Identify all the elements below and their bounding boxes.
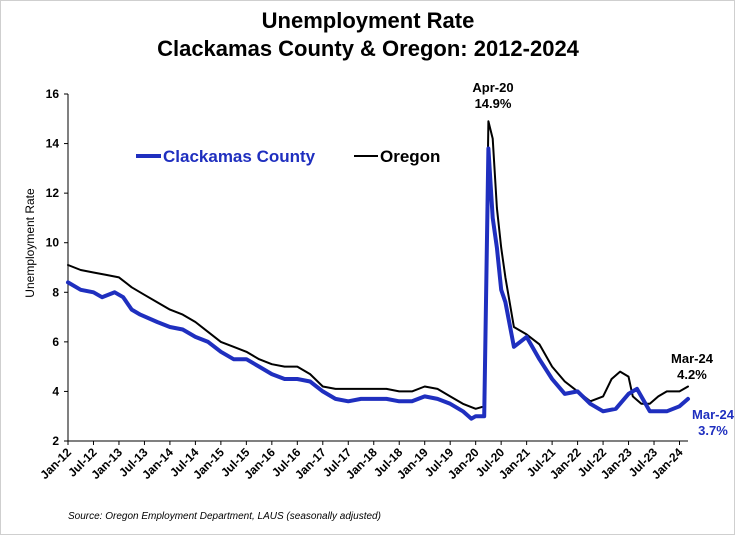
oregon-end-annotation-value: 4.2% [677, 367, 707, 382]
series-line-oregon [67, 120, 689, 410]
chart-title-line1: Unemployment Rate [262, 8, 475, 33]
x-axis-ticks: Jan-12Jul-12Jan-13Jul-13Jan-14Jul-14Jan-… [37, 441, 686, 482]
peak-annotation-value: 14.9% [475, 96, 512, 111]
y-tick-label: 10 [46, 236, 60, 250]
oregon-end-annotation-date: Mar-24 [671, 351, 714, 366]
clackamas-end-annotation-date: Mar-24 [692, 407, 735, 422]
series-line-clackamas [66, 146, 690, 421]
y-tick-label: 4 [52, 384, 59, 398]
chart-title-line2: Clackamas County & Oregon: 2012-2024 [157, 36, 580, 61]
y-tick-label: 6 [52, 335, 59, 349]
legend-label-oregon: Oregon [380, 147, 440, 166]
series-lines [66, 120, 690, 421]
y-tick-label: 12 [46, 186, 60, 200]
x-tick-label: Jan-12 [37, 445, 74, 482]
legend: Clackamas County Oregon [136, 147, 440, 166]
y-tick-label: 2 [52, 434, 59, 448]
y-axis-label: Unemployment Rate [23, 188, 37, 298]
peak-annotation-date: Apr-20 [472, 80, 513, 95]
y-tick-label: 8 [52, 285, 59, 299]
y-tick-label: 16 [46, 87, 60, 101]
clackamas-end-annotation-value: 3.7% [698, 423, 728, 438]
y-axis-ticks: 2 4 6 8 10 12 14 16 [46, 87, 68, 448]
source-note: Source: Oregon Employment Department, LA… [68, 511, 381, 522]
legend-label-clackamas: Clackamas County [163, 147, 316, 166]
y-tick-label: 14 [46, 137, 60, 151]
